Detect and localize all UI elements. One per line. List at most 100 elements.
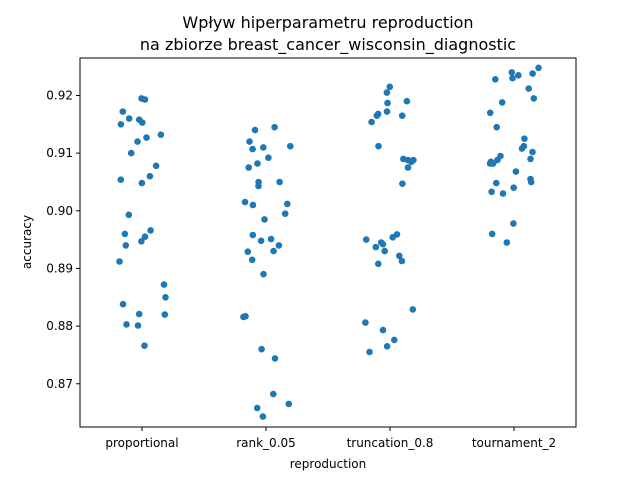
data-point bbox=[389, 234, 397, 241]
data-point bbox=[521, 135, 528, 142]
data-point bbox=[162, 294, 169, 301]
data-point bbox=[127, 149, 135, 157]
data-point bbox=[143, 134, 150, 141]
data-point bbox=[117, 176, 125, 183]
data-point bbox=[141, 96, 149, 103]
data-point bbox=[386, 83, 394, 91]
data-point bbox=[147, 227, 154, 234]
data-point bbox=[257, 237, 265, 245]
data-point bbox=[366, 348, 373, 356]
y-tick-label: 0.91 bbox=[46, 146, 73, 160]
data-point bbox=[254, 160, 261, 167]
data-point bbox=[139, 119, 146, 126]
data-point bbox=[240, 313, 247, 321]
data-point bbox=[362, 236, 370, 243]
data-point bbox=[117, 121, 125, 128]
data-point bbox=[146, 172, 154, 180]
data-point bbox=[121, 230, 129, 238]
data-point bbox=[284, 200, 291, 208]
y-tick-label: 0.88 bbox=[46, 319, 73, 333]
data-point bbox=[399, 180, 406, 187]
data-point bbox=[246, 138, 253, 145]
data-point bbox=[125, 115, 133, 122]
data-point bbox=[486, 109, 494, 117]
data-point bbox=[508, 69, 516, 76]
x-tick-label: proportional bbox=[105, 436, 178, 450]
data-point bbox=[493, 179, 500, 187]
data-point bbox=[518, 145, 526, 152]
data-point bbox=[122, 242, 130, 249]
data-point bbox=[275, 242, 283, 249]
data-point bbox=[383, 343, 391, 350]
data-point bbox=[161, 311, 169, 318]
data-point bbox=[488, 188, 495, 196]
data-point bbox=[527, 178, 535, 186]
data-point bbox=[396, 252, 403, 260]
data-point bbox=[498, 99, 506, 106]
data-point bbox=[391, 336, 398, 344]
data-point bbox=[373, 112, 381, 119]
data-point bbox=[138, 238, 145, 245]
data-point bbox=[372, 243, 380, 251]
data-point bbox=[409, 306, 417, 313]
data-point bbox=[244, 248, 252, 255]
data-point bbox=[512, 168, 520, 175]
data-point bbox=[261, 216, 268, 223]
y-tick-label: 0.87 bbox=[46, 377, 73, 391]
data-point bbox=[141, 233, 149, 240]
data-point bbox=[270, 390, 277, 398]
data-point bbox=[271, 355, 279, 362]
x-tick-label: rank_0.05 bbox=[236, 436, 296, 450]
series-proportional bbox=[116, 95, 169, 350]
data-point bbox=[525, 85, 532, 92]
data-point bbox=[141, 342, 148, 350]
data-point bbox=[383, 108, 391, 115]
data-point bbox=[249, 231, 257, 239]
data-point bbox=[510, 220, 517, 227]
series-tournament_2 bbox=[486, 64, 542, 246]
data-point bbox=[488, 230, 496, 238]
data-point bbox=[134, 322, 142, 329]
y-axis: 0.87 0.88 0.89 0.90 0.91 0.92 bbox=[46, 88, 80, 391]
data-point bbox=[527, 155, 534, 163]
data-point bbox=[245, 164, 252, 171]
chart-title-line-2: na zbiorze breast_cancer_wisconsin_diagn… bbox=[140, 35, 516, 55]
data-point bbox=[530, 95, 538, 102]
data-point bbox=[135, 310, 143, 318]
series-rank_0.05 bbox=[240, 123, 294, 420]
data-point bbox=[152, 162, 160, 170]
y-tick-label: 0.92 bbox=[46, 88, 73, 102]
data-point bbox=[398, 257, 406, 265]
data-point bbox=[503, 239, 511, 246]
data-point bbox=[509, 74, 516, 82]
data-point bbox=[362, 319, 369, 326]
data-point bbox=[384, 99, 391, 107]
data-point bbox=[265, 154, 272, 161]
data-point bbox=[381, 247, 389, 255]
data-point bbox=[255, 182, 262, 190]
data-point bbox=[119, 108, 127, 115]
data-point bbox=[253, 404, 261, 412]
data-point bbox=[285, 400, 293, 408]
data-point bbox=[119, 300, 127, 308]
axes-frame bbox=[79, 57, 577, 428]
data-point bbox=[260, 144, 267, 151]
x-axis-label: reproduction bbox=[290, 457, 367, 471]
data-point bbox=[241, 198, 249, 206]
data-point bbox=[248, 256, 256, 264]
data-point bbox=[267, 235, 275, 243]
data-point bbox=[486, 160, 494, 167]
data-point bbox=[287, 142, 294, 150]
y-axis-label: accuracy bbox=[20, 215, 34, 269]
data-point bbox=[368, 118, 375, 126]
data-point bbox=[125, 211, 133, 219]
data-point bbox=[379, 326, 387, 334]
data-point bbox=[493, 123, 501, 131]
data-point bbox=[403, 97, 411, 105]
data-point bbox=[379, 240, 387, 248]
data-point bbox=[404, 164, 412, 171]
x-tick-label: truncation_0.8 bbox=[347, 436, 434, 450]
y-tick-label: 0.89 bbox=[46, 261, 73, 275]
data-point bbox=[510, 184, 517, 191]
